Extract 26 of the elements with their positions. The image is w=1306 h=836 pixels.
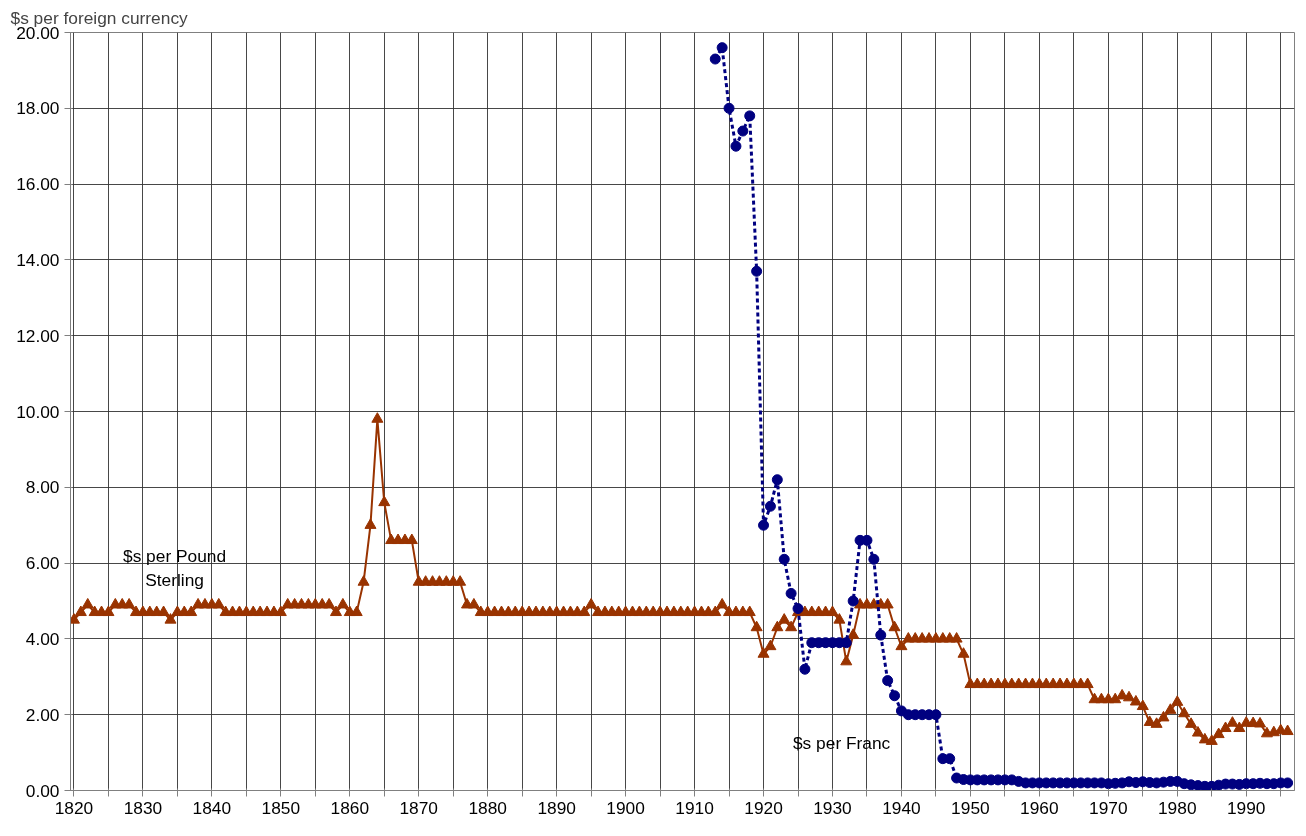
x-tick-label: 1980 [1158,797,1197,818]
x-tick-label: 1960 [1020,797,1059,818]
x-tick-label: 1840 [192,797,232,818]
x-tick-label: 1920 [744,797,783,818]
x-tick-label: 1890 [537,797,576,818]
y-tick-label: 10.00 [16,401,60,422]
y-tick-label: 8.00 [25,477,60,498]
y-tick-label: 18.00 [16,98,60,119]
x-tick-label: 1990 [1226,797,1266,818]
y-tick-label: 16.00 [16,174,60,195]
x-tick-label: 1850 [261,797,301,818]
x-tick-label: 1950 [951,797,990,818]
y-tick-label: 6.00 [25,553,60,574]
y-tick-label: 14.00 [16,249,60,270]
x-tick-label: 1910 [675,797,714,818]
x-tick-label: 1870 [399,797,439,818]
y-tick-label: 12.00 [16,325,60,346]
x-tick-label: 1970 [1089,797,1128,818]
x-tick-label: 1860 [330,797,370,818]
x-tick-label: 1830 [123,797,163,818]
x-tick-label: 1900 [606,797,645,818]
y-tick-label: 2.00 [25,704,60,725]
x-tick-label: 1940 [882,797,921,818]
x-tick-label: 1880 [468,797,507,818]
x-tick-label: 1930 [813,797,852,818]
y-tick-label: 4.00 [25,628,60,649]
